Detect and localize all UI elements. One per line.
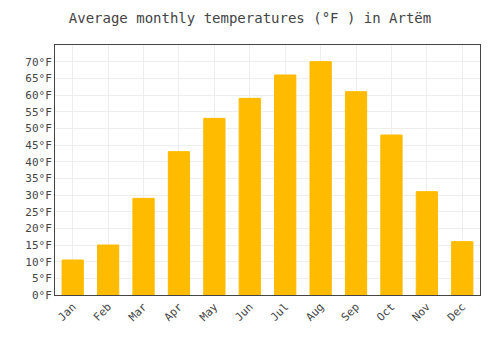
svg-text:45°F: 45°F bbox=[25, 139, 52, 152]
svg-text:5°F: 5°F bbox=[32, 272, 52, 285]
svg-text:60°F: 60°F bbox=[25, 89, 52, 102]
svg-text:Jan: Jan bbox=[55, 301, 78, 324]
svg-text:55°F: 55°F bbox=[25, 106, 52, 119]
svg-text:Aug: Aug bbox=[303, 301, 326, 324]
svg-text:15°F: 15°F bbox=[25, 239, 52, 252]
svg-text:Nov: Nov bbox=[410, 300, 434, 324]
svg-text:Oct: Oct bbox=[374, 301, 397, 324]
svg-text:Jun: Jun bbox=[233, 301, 256, 324]
svg-text:Jul: Jul bbox=[268, 301, 291, 324]
svg-text:May: May bbox=[197, 300, 221, 324]
svg-text:35°F: 35°F bbox=[25, 172, 52, 185]
svg-text:Apr: Apr bbox=[162, 300, 186, 324]
svg-text:50°F: 50°F bbox=[25, 122, 52, 135]
svg-text:Average monthly temperatures (: Average monthly temperatures (°F ) in Ar… bbox=[69, 10, 431, 26]
svg-text:40°F: 40°F bbox=[25, 156, 52, 169]
svg-text:70°F: 70°F bbox=[25, 56, 52, 69]
svg-text:10°F: 10°F bbox=[25, 256, 52, 269]
svg-text:65°F: 65°F bbox=[25, 72, 52, 85]
svg-text:Feb: Feb bbox=[91, 301, 114, 324]
svg-text:Dec: Dec bbox=[445, 301, 468, 324]
svg-text:25°F: 25°F bbox=[25, 206, 52, 219]
svg-text:0°F: 0°F bbox=[32, 289, 52, 302]
svg-text:30°F: 30°F bbox=[25, 189, 52, 202]
svg-text:Sep: Sep bbox=[339, 301, 362, 324]
svg-text:20°F: 20°F bbox=[25, 222, 52, 235]
svg-text:Mar: Mar bbox=[126, 300, 150, 324]
